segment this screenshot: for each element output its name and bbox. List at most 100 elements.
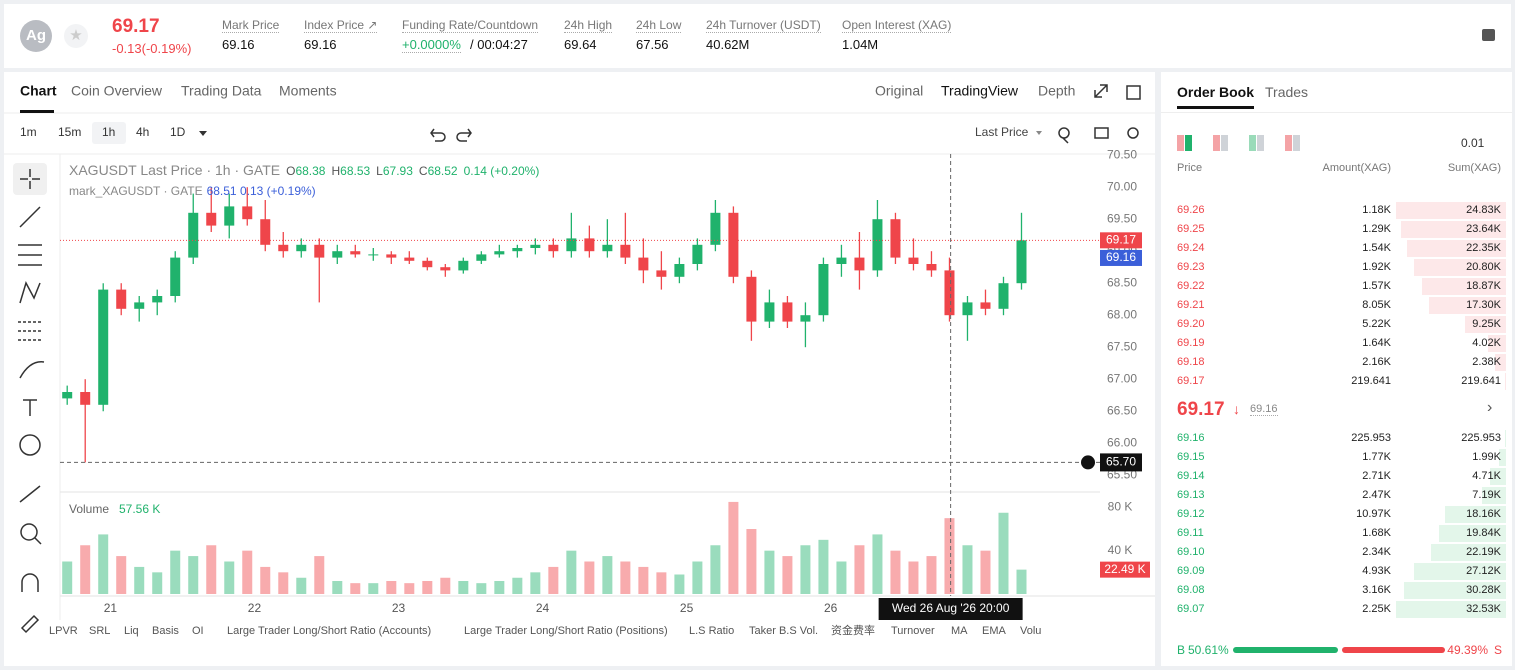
ohlc-value: 68.38 [295,164,326,178]
y-tick-label: 70.50 [1107,147,1137,161]
layout-icon[interactable] [1285,135,1292,151]
indicator-tab[interactable]: SRL [89,625,110,637]
ob-row: 69.25 1.29K 23.64K [1161,220,1512,239]
indicator-tab[interactable]: Volu [1020,625,1041,637]
symbol-icon: Ag [20,20,52,52]
ob-row: 69.15 1.77K 1.99K [1161,448,1512,467]
ohlc-value: 68.52 [427,164,458,178]
layout-icon[interactable] [1177,135,1184,151]
candle-body [260,219,271,245]
volume-bar [692,561,703,594]
ob-sum: 22.35K [1466,242,1501,254]
volume-bar [944,518,955,594]
y-tick-label: 68.50 [1107,275,1137,289]
indicator-tab[interactable]: LPVR [49,625,78,637]
candle-body [602,244,613,252]
candle-body [368,254,379,256]
candle-body [152,296,163,303]
candle-body [818,264,829,316]
candle-body [224,206,235,226]
depth-bar [1488,335,1506,352]
y-tick-label: 66.50 [1107,403,1137,417]
indicator-tab[interactable]: Taker B.S Vol. [749,625,818,637]
volume-bar [782,556,793,594]
volume-bar [872,534,883,594]
ohlc-key: H [331,164,341,178]
ob-price: 69.25 [1177,223,1205,235]
ob-price: 69.19 [1177,337,1205,349]
stat-label: Open Interest (XAG) [842,18,952,33]
indicator-tab[interactable]: 资金费率 [831,623,875,637]
depth-bar [1465,316,1506,333]
volume-tag [1100,561,1150,578]
interval[interactable]: 1h [102,125,115,139]
indicator-tab[interactable]: MA [951,625,968,637]
depth-bar [1396,601,1506,618]
stat-label: 24h Low [636,18,682,33]
volume-bar [242,550,253,594]
interval[interactable]: 1D [170,125,186,139]
volume-bar [224,561,235,594]
candle-body [692,244,703,264]
indicator-tab[interactable]: EMA [982,625,1007,637]
layout-icon[interactable] [1257,135,1264,151]
ob-sum: 1.99K [1472,451,1501,463]
candle-body [638,257,649,271]
candle-body [278,244,289,252]
ob-row: 69.08 3.16K 30.28K [1161,581,1512,600]
interval[interactable]: 15m [58,125,81,139]
mid-mark: 69.16 [1250,403,1278,416]
indicator-tab[interactable]: Basis [152,625,179,637]
crosshair-label: 65.70 [1106,455,1136,469]
last-price-label: 69.17 [1106,232,1136,246]
indicator-tab[interactable]: OI [192,625,204,637]
volume-bar [584,561,595,594]
volume-bar [836,561,847,594]
layout-icon[interactable] [1221,135,1228,151]
depth-bar [1407,240,1506,257]
candle-body [188,212,199,258]
indicator-tab[interactable]: Turnover [891,625,935,637]
indicator-tab[interactable]: Liq [124,625,139,637]
volume-bar [656,572,667,594]
candle-body [764,302,775,322]
menu-icon[interactable] [1482,29,1495,41]
x-tick-label: 24 [536,601,550,615]
order-book: Order Book Trades 0.01 Price Amount(XAG) Sum(… [1161,72,1512,666]
ob-row: 69.26 1.18K 24.83K [1161,201,1512,220]
layout-icon[interactable] [1213,135,1220,151]
volume-bar [98,534,109,594]
ob-price: 69.16 [1177,432,1205,444]
ob-tab[interactable]: Order Book [1177,84,1255,109]
column-header: Amount(XAG) [1322,162,1391,174]
candle-body [962,302,973,316]
indicator-tab[interactable]: Large Trader Long/Short Ratio (Accounts) [227,625,431,637]
layout-icon[interactable] [1249,135,1256,151]
volume-bar [494,581,505,594]
candle-body [494,251,505,255]
ob-row: 69.14 2.71K 4.71K [1161,467,1512,486]
ob-tab[interactable]: Trades [1265,84,1309,100]
layout-icon[interactable] [1185,135,1192,151]
ob-price: 69.09 [1177,565,1205,577]
ob-row: 69.21 8.05K 17.30K [1161,296,1512,315]
indicator-tab[interactable]: L.S Ratio [689,625,734,637]
stat-value: 1.04M [842,37,879,52]
last-price-tag [1100,232,1142,249]
interval[interactable]: 1m [20,125,37,139]
volume-bar [116,556,127,594]
ob-amount: 2.71K [1362,470,1391,482]
y-tick-label: 68.00 [1107,307,1137,321]
divider [1161,112,1512,113]
chevron[interactable]: › [1487,399,1493,416]
ob-sum: 9.25K [1472,318,1501,330]
caret [199,131,207,136]
volume-bar [152,572,163,594]
interval[interactable]: 4h [136,125,149,139]
volume-bar [278,572,289,594]
indicator-tab[interactable]: Large Trader Long/Short Ratio (Positions… [464,625,668,637]
favorite[interactable]: ★ [64,24,88,48]
layout-icon[interactable] [1293,135,1300,151]
ohlc-key: C [418,164,428,178]
volume-bar [296,577,307,594]
